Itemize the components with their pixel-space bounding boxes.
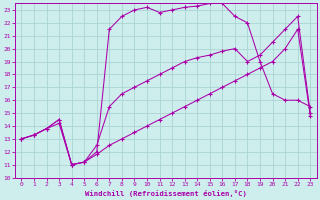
X-axis label: Windchill (Refroidissement éolien,°C): Windchill (Refroidissement éolien,°C): [85, 190, 247, 197]
